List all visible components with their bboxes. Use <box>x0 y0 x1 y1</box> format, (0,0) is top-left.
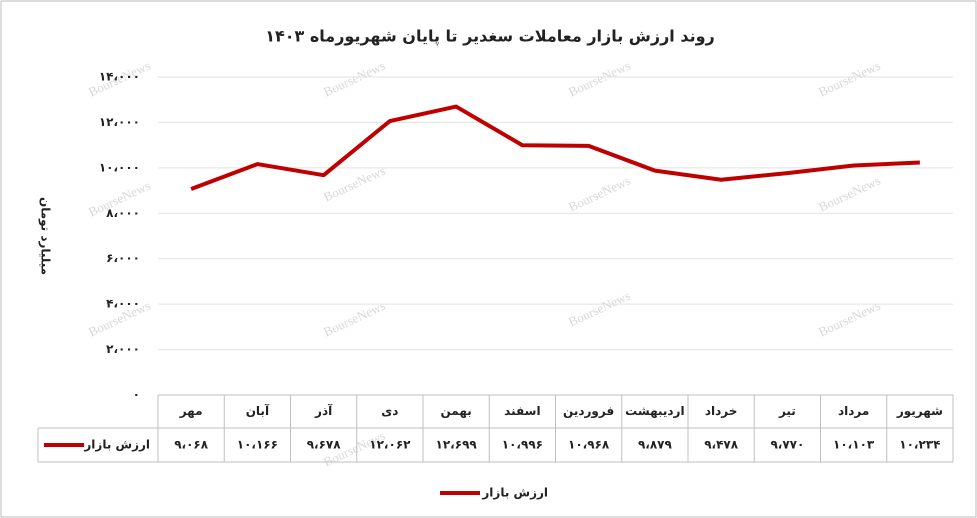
value-label: ۱۲،۶۹۹ <box>436 438 478 452</box>
x-tick-label: آذر <box>314 403 333 418</box>
value-label: ۱۰،۲۳۴ <box>899 438 940 452</box>
y-tick-label: ۱۰،۰۰۰ <box>99 160 140 174</box>
y-tick-label: ۰ <box>133 388 140 402</box>
legend-label: ارزش بازار <box>481 486 548 500</box>
value-label: ۱۰،۱۶۶ <box>237 438 278 452</box>
value-label: ۱۰،۱۰۳ <box>833 438 875 452</box>
x-tick-label: مهر <box>179 404 203 418</box>
table-series-name: ارزش بازار <box>83 438 150 452</box>
y-tick-label: ۲،۰۰۰ <box>106 342 140 356</box>
value-label: ۹،۴۷۸ <box>704 438 739 452</box>
value-label: ۱۰،۹۹۶ <box>502 438 543 452</box>
y-tick-label: ۸،۰۰۰ <box>106 206 140 220</box>
y-axis-label: میلیارد تومان <box>38 197 53 275</box>
x-tick-label: بهمن <box>440 404 471 418</box>
value-label: ۹،۶۷۸ <box>307 438 342 452</box>
x-tick-label: فروردین <box>563 404 614 419</box>
value-label: ۹،۷۷۰ <box>770 438 804 452</box>
x-tick-label: مرداد <box>838 404 869 418</box>
y-tick-label: ۴،۰۰۰ <box>106 297 140 311</box>
x-tick-label: شهریور <box>896 404 943 419</box>
x-tick-label: اسفند <box>504 404 540 418</box>
y-tick-label: ۶،۰۰۰ <box>106 251 140 265</box>
value-label: ۹،۸۷۹ <box>638 438 673 452</box>
value-label: ۱۲،۰۶۲ <box>369 438 411 452</box>
x-tick-label: تیر <box>778 404 796 418</box>
x-tick-label: آبان <box>246 403 270 418</box>
value-label: ۹،۰۶۸ <box>174 438 209 452</box>
line-series <box>190 104 920 191</box>
x-tick-label: دی <box>381 404 398 418</box>
y-tick-label: ۱۲،۰۰۰ <box>99 115 140 129</box>
chart-title: روند ارزش بازار معاملات سغدیر تا پایان ش… <box>265 27 715 47</box>
y-tick-label: ۱۴،۰۰۰ <box>99 70 140 84</box>
x-tick-label: خرداد <box>705 404 738 418</box>
x-tick-label: اردیبهشت <box>625 404 684 418</box>
value-label: ۱۰،۹۶۸ <box>568 438 610 452</box>
